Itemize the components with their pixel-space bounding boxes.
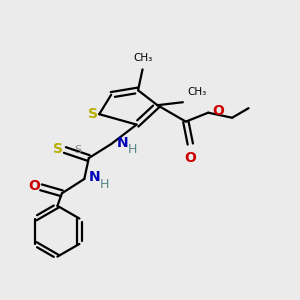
Text: O: O — [184, 151, 196, 165]
Text: S: S — [88, 107, 98, 121]
Text: H: H — [100, 178, 109, 191]
Text: O: O — [28, 179, 40, 193]
Text: O: O — [212, 104, 224, 118]
Text: CH₃: CH₃ — [133, 53, 152, 63]
Text: S: S — [53, 142, 63, 156]
Text: S: S — [74, 145, 81, 155]
Text: CH₃: CH₃ — [187, 87, 207, 97]
Text: N: N — [117, 136, 128, 150]
Text: N: N — [89, 170, 100, 184]
Text: H: H — [128, 143, 137, 156]
